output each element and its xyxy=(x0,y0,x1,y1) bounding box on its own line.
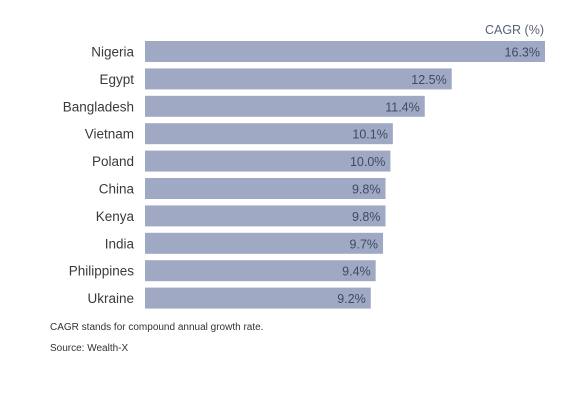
bar-philippines xyxy=(145,260,376,282)
bar-poland xyxy=(145,150,391,172)
bar-china xyxy=(145,178,386,199)
bar-chart: CAGR (%) Nigeria 16.3% Egypt 12.5% Banglades… xyxy=(63,23,545,309)
bar-nigeria xyxy=(145,41,545,62)
value-label-china: 9.8% xyxy=(352,183,381,197)
value-label-kenya: 9.8% xyxy=(352,210,381,224)
value-label-ukraine: 9.2% xyxy=(337,292,366,306)
category-label-china: China xyxy=(99,182,135,197)
unit-label: CAGR (%) xyxy=(485,23,544,37)
value-label-nigeria: 16.3% xyxy=(505,46,540,60)
value-label-bangladesh: 11.4% xyxy=(385,100,420,114)
source-note: Source: Wealth-X xyxy=(50,343,129,354)
category-label-kenya: Kenya xyxy=(96,209,135,224)
category-label-nigeria: Nigeria xyxy=(91,45,134,60)
value-label-poland: 10.0% xyxy=(350,155,385,169)
category-label-ukraine: Ukraine xyxy=(87,291,134,306)
category-label-poland: Poland xyxy=(92,154,134,169)
category-label-india: India xyxy=(105,236,135,251)
category-label-egypt: Egypt xyxy=(99,72,134,87)
bar-egypt xyxy=(145,68,452,90)
bar-kenya xyxy=(145,205,386,227)
value-label-vietnam: 10.1% xyxy=(352,128,387,142)
value-label-egypt: 12.5% xyxy=(411,73,446,87)
category-label-philippines: Philippines xyxy=(69,264,135,279)
bar-india xyxy=(145,232,384,254)
category-label-bangladesh: Bangladesh xyxy=(63,99,134,114)
bars-group: Nigeria 16.3% Egypt 12.5% Bangladesh 11.4% Vie… xyxy=(63,41,545,309)
bar-vietnam xyxy=(145,123,393,145)
value-label-india: 9.7% xyxy=(350,237,379,251)
category-label-vietnam: Vietnam xyxy=(85,127,134,142)
bar-ukraine xyxy=(145,287,371,309)
value-label-philippines: 9.4% xyxy=(342,265,371,279)
footnote: CAGR stands for compound annual growth r… xyxy=(50,322,264,333)
bar-bangladesh xyxy=(145,95,425,117)
